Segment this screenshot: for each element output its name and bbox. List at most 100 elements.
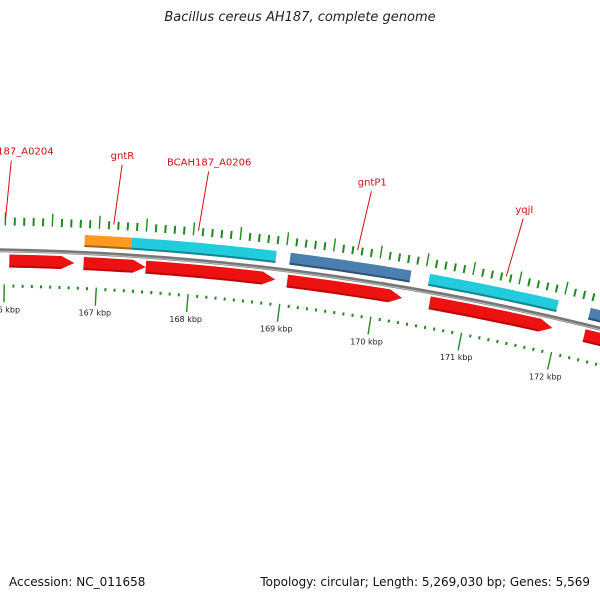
outer-tick — [425, 253, 430, 267]
outer-feature-band — [587, 307, 600, 323]
outer-tick — [490, 270, 494, 279]
cds-arrow — [286, 274, 403, 303]
kbp-tick-label: 166 kbp — [0, 305, 20, 314]
backbone-highlight — [0, 250, 600, 331]
outer-tick — [499, 272, 504, 281]
backbone-arc — [0, 248, 600, 331]
outer-tick — [229, 230, 233, 240]
inner-tick — [505, 341, 508, 346]
outer-tick — [388, 251, 392, 261]
inner-tick — [94, 287, 97, 306]
map-title: Bacillus cereus AH187, complete genome — [164, 10, 436, 25]
gene-label: BCAH187_A0206 — [167, 157, 251, 168]
inner-tick — [367, 316, 372, 335]
outer-tick — [98, 215, 101, 229]
outer-tick — [591, 293, 596, 302]
inner-tick — [594, 362, 598, 366]
outer-tick — [220, 229, 224, 239]
inner-tick — [469, 334, 472, 338]
cds-arrow — [9, 254, 75, 270]
cds-arrow — [145, 260, 276, 285]
inner-tick — [585, 360, 589, 364]
inner-tick — [523, 345, 526, 350]
inner-tick — [387, 319, 391, 323]
kbp-tick-label: 168 kbp — [169, 315, 202, 324]
outer-tick — [257, 233, 261, 243]
gene-leader-line — [357, 191, 372, 250]
outer-tick — [518, 271, 523, 285]
gene-label: yqjI — [515, 205, 533, 216]
cds-arrow-shadow — [428, 307, 539, 332]
backbone-layer — [0, 248, 600, 331]
outer-tick — [182, 226, 186, 235]
outer-tick — [527, 278, 531, 287]
inner-tick — [441, 329, 445, 333]
outer-tick — [379, 245, 383, 259]
outer-tick — [248, 232, 252, 241]
gene-leader-line — [4, 160, 12, 221]
feature-layer — [9, 235, 600, 347]
accession-text: Accession: NC_011658 — [9, 575, 146, 589]
gene-label: gntP1 — [358, 177, 387, 188]
outer-tick — [472, 261, 477, 275]
gene-leader-line — [197, 171, 210, 231]
inner-tick — [514, 343, 517, 348]
inner-tick — [450, 330, 454, 335]
outer-tick — [295, 238, 299, 247]
outer-tick — [313, 240, 318, 249]
outer-tick — [135, 222, 139, 232]
gene-label: gntR — [111, 151, 135, 162]
kbp-tick-label: 170 kbp — [350, 337, 383, 346]
inner-tick — [396, 320, 400, 325]
outer-tick — [211, 228, 214, 238]
outer-tick — [481, 268, 485, 277]
kbp-tick-label: 172 kbp — [529, 372, 562, 381]
cds-arrow — [428, 296, 553, 332]
cds-arrow-shadow — [145, 271, 262, 285]
cds-arrow-shadow — [9, 265, 62, 270]
inner-tick — [546, 351, 553, 370]
outer-tick — [286, 232, 290, 246]
outer-tick — [154, 224, 158, 233]
outer-tick — [341, 244, 346, 253]
genome-stats-text: Topology: circular; Length: 5,269,030 bp… — [260, 575, 590, 589]
outer-tick — [582, 290, 587, 300]
outer-tick — [453, 263, 457, 272]
inner-tick — [276, 303, 281, 322]
gene-label: BCAH187_A0204 — [0, 147, 54, 158]
outer-tick — [145, 218, 148, 232]
inner-tick — [457, 332, 463, 351]
inner-tick — [558, 353, 562, 358]
outer-feature-shadow — [427, 283, 557, 312]
inner-tick — [432, 327, 436, 331]
cds-arrow-shadow — [286, 285, 389, 303]
inner-tick — [532, 347, 535, 352]
outer-tick — [323, 242, 327, 251]
outer-tick — [173, 225, 177, 234]
outer-tick — [508, 274, 513, 283]
outer-tick — [397, 253, 402, 262]
outer-tick — [536, 280, 541, 289]
outer-feature-band — [289, 252, 412, 283]
gene-leader-line — [505, 218, 524, 277]
gene-leader-line — [113, 164, 123, 225]
outer-feature-band — [84, 235, 132, 250]
outer-tick — [407, 254, 411, 264]
kbp-tick-label: 171 kbp — [440, 353, 473, 362]
outer-tick — [239, 226, 243, 240]
outer-tick — [332, 238, 337, 252]
outer-tick — [267, 234, 271, 244]
outer-tick — [545, 282, 550, 291]
outer-feature-shadow — [289, 262, 410, 283]
kbp-tick-label: 167 kbp — [79, 309, 112, 318]
outer-tick — [276, 236, 280, 245]
outer-tick — [369, 248, 374, 258]
outer-tick — [192, 222, 196, 236]
cds-arrow-shadow — [83, 267, 133, 273]
inner-tick — [496, 339, 499, 344]
cds-arrow-shadow — [582, 339, 600, 347]
inner-tick — [423, 325, 427, 330]
outer-feature-shadow — [84, 245, 132, 250]
